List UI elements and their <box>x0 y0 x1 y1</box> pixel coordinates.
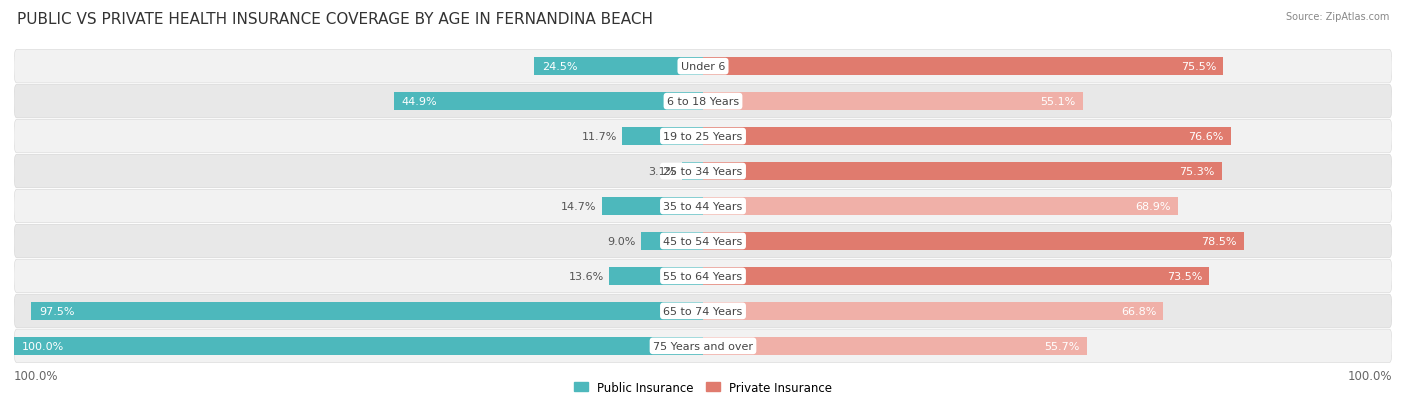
Text: 65 to 74 Years: 65 to 74 Years <box>664 306 742 316</box>
Text: 13.6%: 13.6% <box>568 271 603 281</box>
Text: 55 to 64 Years: 55 to 64 Years <box>664 271 742 281</box>
Text: 25 to 34 Years: 25 to 34 Years <box>664 166 742 177</box>
Bar <box>703 163 1222 181</box>
Text: 75.3%: 75.3% <box>1180 166 1215 177</box>
Text: 9.0%: 9.0% <box>607 236 636 247</box>
Text: 14.7%: 14.7% <box>561 202 596 211</box>
Text: 78.5%: 78.5% <box>1202 236 1237 247</box>
Text: 11.7%: 11.7% <box>582 132 617 142</box>
Bar <box>394 93 703 111</box>
Legend: Public Insurance, Private Insurance: Public Insurance, Private Insurance <box>569 376 837 399</box>
Bar <box>703 93 1083 111</box>
Bar <box>641 232 703 250</box>
Text: 75.5%: 75.5% <box>1181 62 1216 72</box>
Text: 35 to 44 Years: 35 to 44 Years <box>664 202 742 211</box>
Text: Under 6: Under 6 <box>681 62 725 72</box>
Text: 97.5%: 97.5% <box>39 306 75 316</box>
FancyBboxPatch shape <box>14 85 1392 119</box>
Bar <box>703 302 1163 320</box>
FancyBboxPatch shape <box>14 225 1392 258</box>
FancyBboxPatch shape <box>14 155 1392 188</box>
Text: 68.9%: 68.9% <box>1135 202 1171 211</box>
Text: 100.0%: 100.0% <box>14 369 59 382</box>
Text: 55.7%: 55.7% <box>1045 341 1080 351</box>
Bar <box>682 163 703 181</box>
Bar <box>703 58 1223 76</box>
Bar <box>609 267 703 285</box>
Text: 3.1%: 3.1% <box>648 166 676 177</box>
FancyBboxPatch shape <box>14 120 1392 154</box>
Bar <box>31 302 703 320</box>
Text: 44.9%: 44.9% <box>402 97 437 107</box>
Text: 6 to 18 Years: 6 to 18 Years <box>666 97 740 107</box>
Bar <box>703 128 1230 146</box>
Text: 55.1%: 55.1% <box>1040 97 1076 107</box>
Bar <box>602 197 703 216</box>
Text: 100.0%: 100.0% <box>22 341 65 351</box>
Text: 19 to 25 Years: 19 to 25 Years <box>664 132 742 142</box>
Text: 45 to 54 Years: 45 to 54 Years <box>664 236 742 247</box>
Text: 75 Years and over: 75 Years and over <box>652 341 754 351</box>
Bar <box>703 337 1087 355</box>
Text: 73.5%: 73.5% <box>1167 271 1202 281</box>
FancyBboxPatch shape <box>14 50 1392 84</box>
Text: Source: ZipAtlas.com: Source: ZipAtlas.com <box>1285 12 1389 22</box>
Text: 66.8%: 66.8% <box>1121 306 1156 316</box>
Bar <box>703 197 1178 216</box>
Text: PUBLIC VS PRIVATE HEALTH INSURANCE COVERAGE BY AGE IN FERNANDINA BEACH: PUBLIC VS PRIVATE HEALTH INSURANCE COVER… <box>17 12 652 27</box>
Text: 76.6%: 76.6% <box>1188 132 1223 142</box>
Bar <box>623 128 703 146</box>
Bar <box>703 267 1209 285</box>
FancyBboxPatch shape <box>14 329 1392 363</box>
FancyBboxPatch shape <box>14 294 1392 328</box>
Text: 100.0%: 100.0% <box>1347 369 1392 382</box>
Bar <box>703 232 1244 250</box>
Bar <box>14 337 703 355</box>
Text: 24.5%: 24.5% <box>543 62 578 72</box>
FancyBboxPatch shape <box>14 259 1392 293</box>
Bar <box>534 58 703 76</box>
FancyBboxPatch shape <box>14 190 1392 223</box>
